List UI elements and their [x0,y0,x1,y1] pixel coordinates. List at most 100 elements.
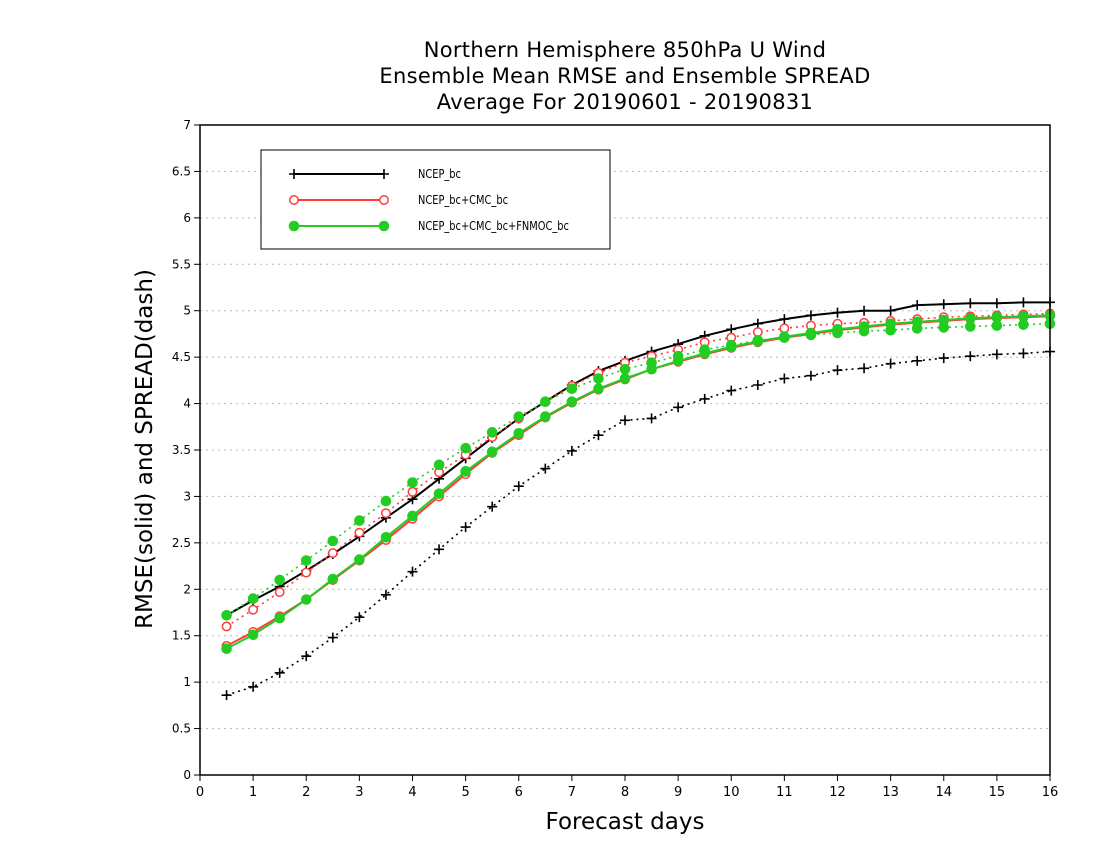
legend-marker [289,169,299,179]
spread-point [221,609,232,621]
rmse-point [805,327,817,339]
spread-point [566,383,578,395]
y-tick-label: 5 [183,304,191,318]
spread-point [885,358,896,369]
y-tick-label: 0.5 [172,722,191,736]
legend-label: NCEP_bc+CMC_bc+FNMOC_bc [418,219,569,233]
x-tick-label: 16 [1042,785,1059,800]
spread-point [805,370,816,381]
spread-point [566,445,577,456]
rmse-point [912,300,923,311]
rmse-point [832,323,843,335]
y-tick-label: 5.5 [172,257,191,271]
x-tick-label: 12 [829,785,846,800]
spread-point [434,544,445,555]
rmse-point [486,446,498,458]
spread-point [779,323,790,334]
spread-point [513,481,524,492]
x-tick-label: 9 [674,785,682,800]
x-tick-label: 6 [515,785,523,800]
spread-point [407,566,418,577]
spread-point [221,621,232,632]
spread-point [912,355,923,366]
spread-point [699,393,710,404]
spread-point [540,463,551,474]
spread-point [354,527,365,538]
rmse-point [779,331,790,343]
spread-line [226,322,1051,616]
y-tick-label: 0 [183,768,191,782]
y-tick-label: 3.5 [172,443,191,457]
spread-point [752,327,763,338]
spread-point [752,380,763,390]
spread-point [619,363,631,375]
rmse-point [938,314,950,326]
spread-point [593,430,604,441]
spread-point [247,593,259,604]
rmse-point [380,531,392,543]
x-tick-label: 1 [249,785,257,800]
axes: 00.511.522.533.544.555.566.570 1 2 3 4 5 6 7 8 9 1… [172,118,1058,800]
rmse-point [672,355,684,367]
x-tick-label: 11 [776,785,793,800]
x-tick-label: 7 [568,785,576,800]
y-tick-label: 4.5 [172,350,191,364]
rmse-point [300,594,312,605]
legend-marker [289,195,299,205]
spread-point [221,690,232,701]
rmse-point [221,643,232,655]
spread-point [859,363,870,374]
x-tick-label: 3 [355,785,363,800]
rmse-point [247,629,259,641]
rmse-point [327,573,339,585]
rmse-point [354,554,365,565]
legend-label: NCEP_bc [418,167,461,181]
rmse-line [226,314,1051,650]
spread-point [274,667,285,678]
spread-point [487,501,498,512]
spread-point [380,589,391,600]
spread-point [354,612,365,623]
x-tick-label: 10 [723,785,740,800]
rmse-point [965,298,976,309]
rmse-point [859,305,870,316]
rmse-point [593,383,604,395]
x-tick-label: 4 [408,785,416,800]
spread-point [380,495,392,507]
rmse-line [226,315,1051,647]
spread-point [300,555,312,566]
spread-point [486,427,498,438]
spread-point [673,402,684,413]
rmse-point [407,510,418,522]
x-tick-label: 2 [302,785,310,800]
rmse-point [646,363,657,375]
y-tick-label: 7 [183,118,191,132]
y-tick-label: 1.5 [172,629,191,643]
spread-point [354,515,365,526]
rmse-point [805,310,816,321]
rmse-point [779,314,790,325]
rmse-point [1018,297,1029,308]
spread-point [593,373,604,384]
rmse-point [699,348,710,359]
legend-marker [378,220,390,232]
spread-point [248,604,259,615]
spread-line [226,312,1051,628]
legend-marker [379,195,389,205]
x-tick-label: 5 [461,785,469,800]
chart-title-line-2: Ensemble Mean RMSE and Ensemble SPREAD [379,64,871,88]
rmse-point [566,396,578,408]
spread-point [407,477,418,488]
series-ncep-bc-cmc-bc-fnmoc-bc [221,310,1056,655]
spread-point [513,411,525,422]
spread-point [433,459,445,471]
spread-point [938,353,949,364]
y-tick-label: 3 [183,489,191,503]
rmse-point [726,324,737,335]
rmse-point [911,316,923,328]
legend-label: NCEP_bc+CMC_bc [418,193,508,207]
rmse-point [938,299,949,310]
x-tick-label: 8 [621,785,629,800]
series-layer [221,297,1056,701]
